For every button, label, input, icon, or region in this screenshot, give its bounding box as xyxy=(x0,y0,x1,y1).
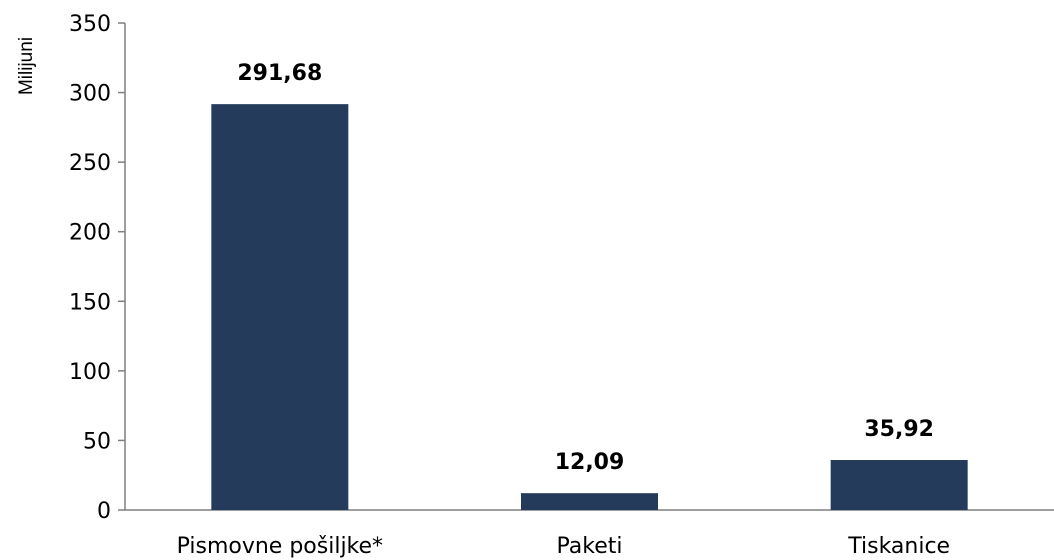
bar xyxy=(521,493,658,510)
bar xyxy=(830,460,968,510)
data-label: 12,09 xyxy=(555,450,625,475)
data-label: 35,92 xyxy=(864,417,934,442)
y-tick-label: 200 xyxy=(69,221,111,246)
category-label: Paketi xyxy=(557,534,623,559)
data-labels: 291,68 12,09 35,92 xyxy=(237,61,934,475)
bar xyxy=(211,104,349,510)
y-ticks: 0 50 100 150 200 250 300 350 xyxy=(69,12,125,524)
data-label: 291,68 xyxy=(237,61,322,86)
y-tick-label: 50 xyxy=(83,429,111,454)
y-tick-label: 150 xyxy=(69,290,111,315)
y-axis-title: Milijuni xyxy=(16,37,37,95)
y-tick-label: 350 xyxy=(69,12,111,37)
y-tick-label: 0 xyxy=(97,499,111,524)
y-tick-label: 100 xyxy=(69,360,111,385)
category-label: Pismovne pošiljke* xyxy=(177,534,383,559)
category-labels: Pismovne pošiljke* Paketi Tiskanice xyxy=(177,534,950,559)
y-tick-label: 300 xyxy=(69,82,111,107)
y-tick-label: 250 xyxy=(69,151,111,176)
bars xyxy=(211,104,968,510)
category-label: Tiskanice xyxy=(847,534,950,559)
